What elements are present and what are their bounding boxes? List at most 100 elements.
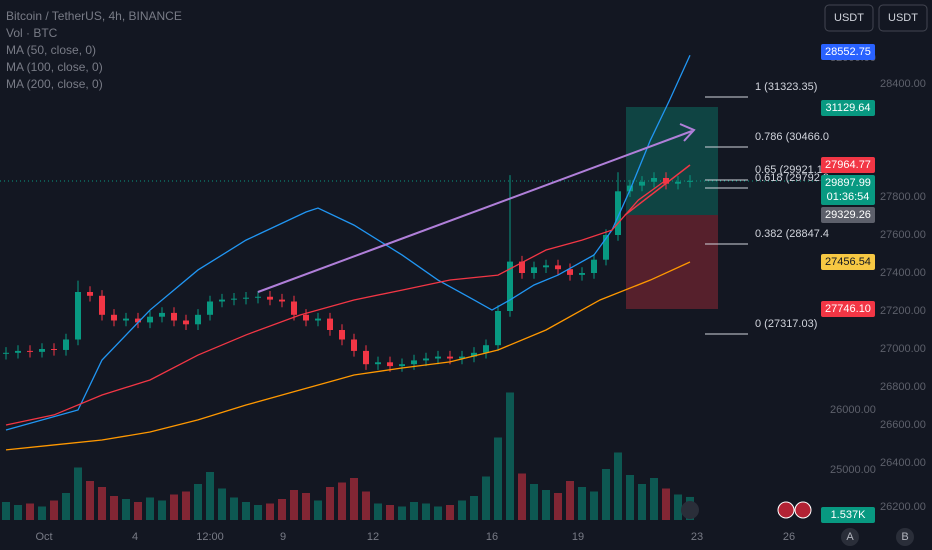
- x-tick-label: 16: [486, 531, 498, 543]
- currency-button[interactable]: [878, 4, 928, 32]
- volume-bar: [326, 487, 334, 520]
- fib-label: 0 (27317.03): [755, 318, 817, 330]
- volume-bar: [578, 487, 586, 520]
- candle-body: [507, 261, 513, 311]
- candle-body: [363, 350, 369, 365]
- price-label: 1.537K: [831, 509, 867, 521]
- volume-bar: [158, 500, 166, 520]
- x-tick-label: 12: [367, 531, 379, 543]
- y-tick-label: 26400.00: [880, 457, 926, 469]
- moving-average: [5, 261, 691, 451]
- symbol: Bitcoin / TetherUS, 4h, BINANCE: [6, 9, 182, 23]
- candle-body: [195, 314, 201, 325]
- x-tick-label: 12:00: [196, 531, 224, 543]
- price-label-box: [821, 157, 875, 173]
- candle-body: [27, 350, 33, 352]
- volume-bar: [254, 505, 262, 520]
- volume-bar: [2, 502, 10, 520]
- flag-icon[interactable]: [794, 501, 812, 519]
- price-label: 27964.77: [825, 159, 871, 171]
- volume-bar: [482, 476, 490, 520]
- candle-body: [339, 330, 345, 340]
- volume-bar: [134, 502, 142, 520]
- volume-bar: [470, 496, 478, 520]
- candle-body: [267, 296, 273, 300]
- volume-bar: [98, 487, 106, 520]
- volume-bar: [74, 467, 82, 520]
- volume-bar: [86, 481, 94, 520]
- price-label-box: [821, 207, 875, 223]
- candle-body: [147, 316, 153, 323]
- volume-bar: [362, 491, 370, 520]
- volume-bar: [110, 496, 118, 520]
- volume-bar: [638, 484, 646, 520]
- volume-bar: [374, 503, 382, 520]
- volume-bar: [626, 475, 634, 520]
- candle-body: [291, 301, 297, 315]
- price-label: 27456.54: [825, 256, 871, 268]
- stop-zone: [626, 215, 718, 309]
- y-tick-label: 26200.00: [880, 501, 926, 513]
- flash-icon[interactable]: [681, 501, 699, 519]
- candle-body: [51, 349, 57, 350]
- volume-bar: [302, 493, 310, 520]
- scale-button-label[interactable]: B: [901, 531, 908, 543]
- volume-bar: [146, 497, 154, 520]
- y-tick-label: 26600.00: [880, 419, 926, 431]
- moving-average: [5, 179, 667, 426]
- volume-bar: [494, 437, 502, 520]
- volume-bar: [386, 505, 394, 520]
- scale-button-label[interactable]: A: [846, 531, 854, 543]
- candle-body: [135, 318, 141, 323]
- candle-body: [99, 295, 105, 315]
- volume-bar: [38, 506, 46, 520]
- candle-body: [219, 299, 225, 302]
- candle-body: [423, 358, 429, 361]
- scale-button[interactable]: [841, 528, 859, 546]
- volume-bar: [194, 484, 202, 520]
- candle-body: [111, 314, 117, 321]
- currency-button-label[interactable]: USDT: [834, 12, 864, 24]
- candle-body: [255, 296, 261, 298]
- volume-bar: [350, 478, 358, 520]
- volume-bar: [278, 499, 286, 520]
- candle-body: [471, 352, 477, 357]
- volume-bar: [674, 494, 682, 520]
- candle-body: [231, 298, 237, 300]
- candle-body: [411, 360, 417, 365]
- candle-body: [495, 311, 501, 346]
- volume-bar: [170, 494, 178, 520]
- candle-body: [579, 273, 585, 275]
- candle-body: [303, 314, 309, 321]
- candle-body: [39, 349, 45, 352]
- y-tick-label: 27200.00: [880, 305, 926, 317]
- candle-body: [483, 345, 489, 353]
- currency-button-label[interactable]: USDT: [888, 12, 918, 24]
- fib-label: 0.65 (29921.14: [755, 164, 829, 176]
- candle-body: [687, 180, 693, 182]
- volume-bar: [242, 502, 250, 520]
- candle-body: [591, 259, 597, 273]
- fib-label: 0.382 (28847.4: [755, 228, 829, 240]
- candle-body: [615, 191, 621, 235]
- flag-icon[interactable]: [777, 501, 795, 519]
- candle-body: [555, 265, 561, 270]
- y-tick-label: 27000.00: [880, 343, 926, 355]
- price-label: 31129.64: [825, 102, 870, 114]
- volume-bar: [434, 506, 442, 520]
- scale-button[interactable]: [896, 528, 914, 546]
- currency-button[interactable]: [824, 4, 874, 32]
- volume-bar: [410, 502, 418, 520]
- y-tick-label: 28400.00: [880, 78, 926, 90]
- candle-body: [63, 339, 69, 350]
- volume-bar: [230, 497, 238, 520]
- fib-label: 0.786 (30466.0: [755, 131, 829, 143]
- candle-body: [651, 178, 657, 182]
- volume-bar: [446, 505, 454, 520]
- candle-body: [375, 362, 381, 365]
- price-label: 29897.99: [825, 177, 871, 189]
- x-tick-label: 4: [132, 531, 138, 543]
- indicator: MA (100, close, 0): [6, 60, 103, 74]
- candle-body: [435, 356, 441, 359]
